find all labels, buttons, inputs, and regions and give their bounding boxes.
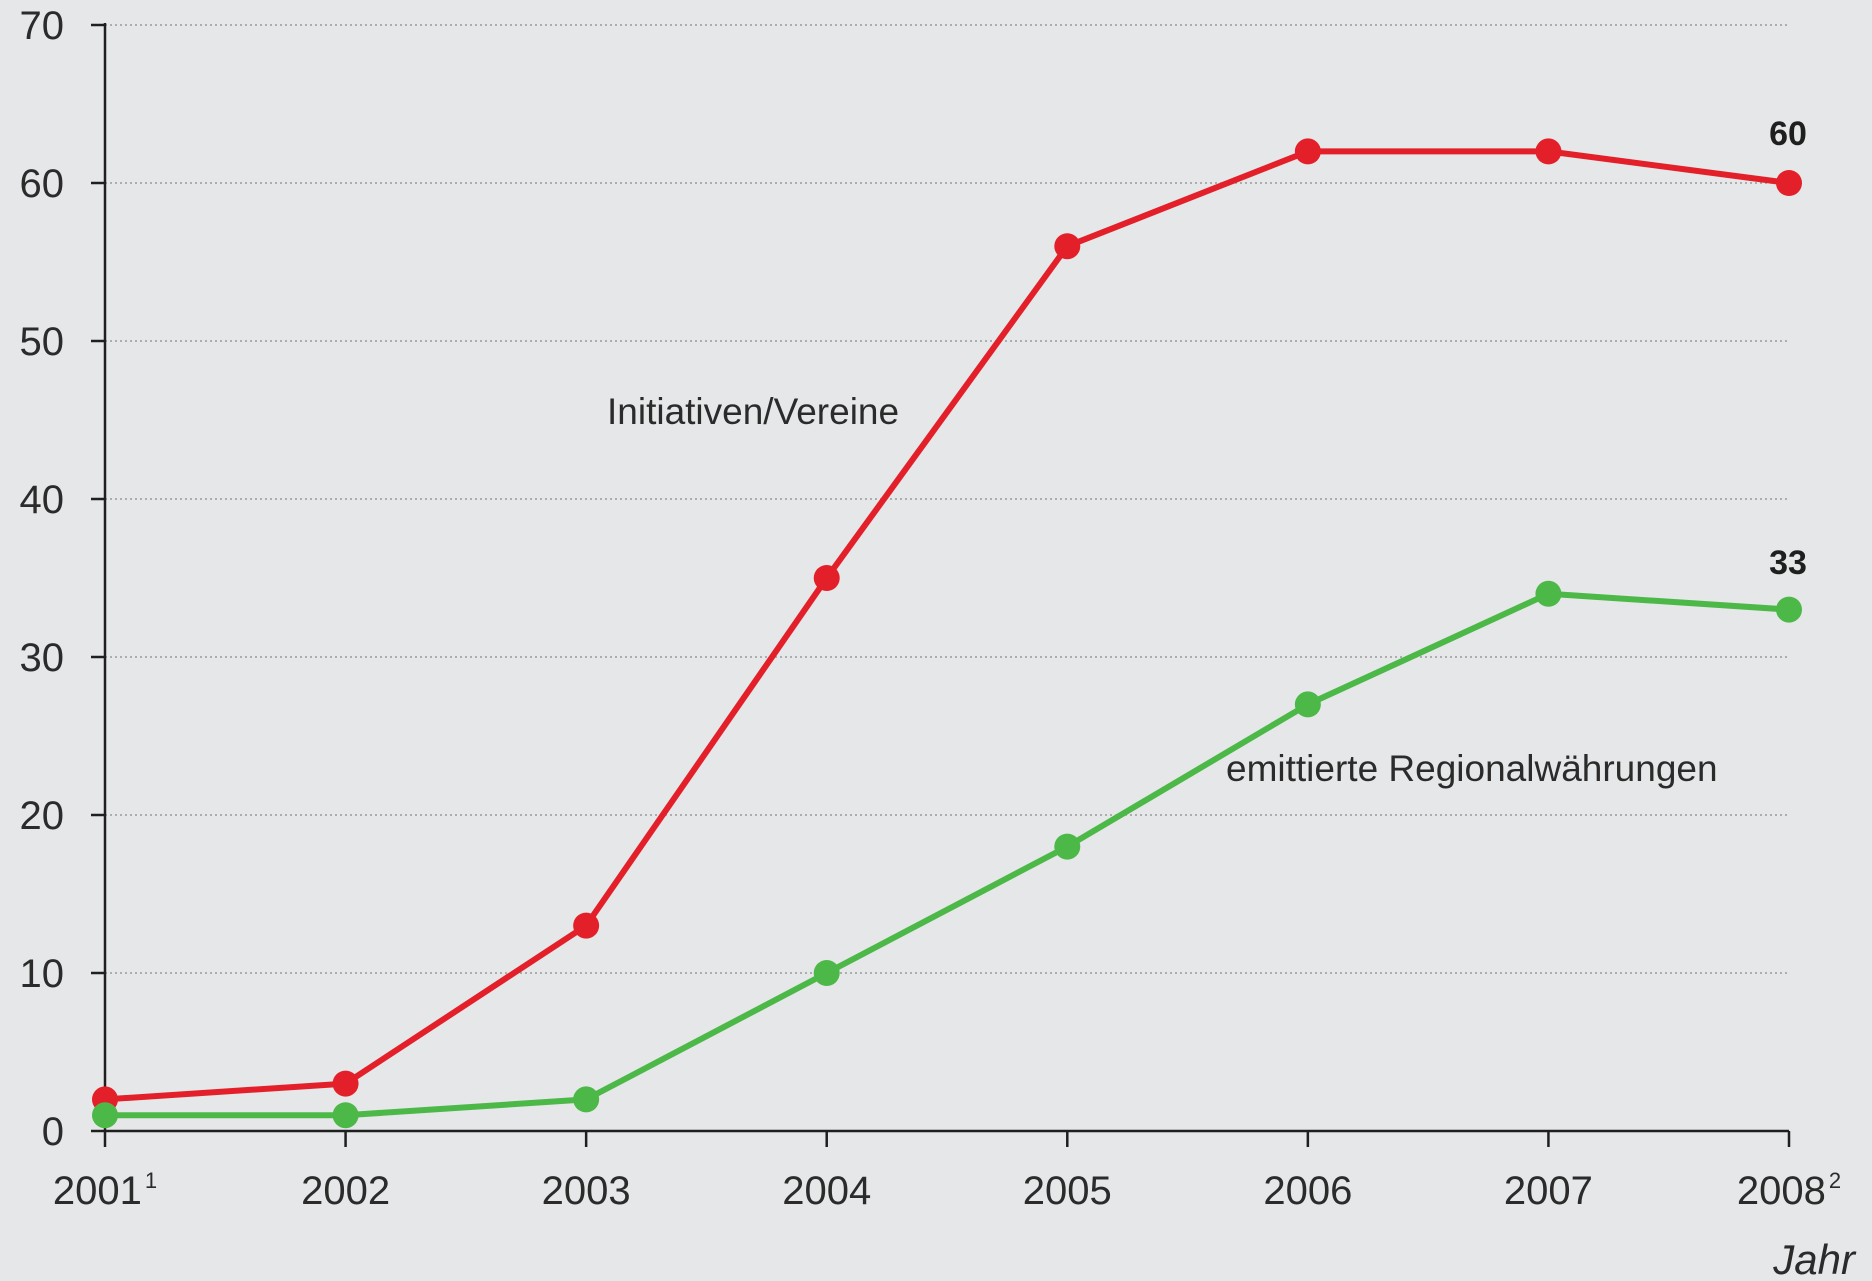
- x-tick-label: 2003: [542, 1169, 631, 1213]
- series-lines: [92, 138, 1802, 1129]
- data-point-series-1: [332, 1102, 359, 1129]
- data-point-series-0: [813, 565, 840, 591]
- data-point-series-0: [332, 1070, 359, 1097]
- data-point-series-0: [1294, 138, 1321, 165]
- x-tick-label: 2001 1: [53, 1168, 157, 1213]
- y-tick-label: 70: [20, 4, 65, 48]
- y-tick-label: 0: [42, 1110, 64, 1154]
- x-tick-label: 2004: [782, 1169, 871, 1213]
- data-point-series-0: [1535, 138, 1562, 165]
- data-point-series-1: [573, 1086, 600, 1113]
- x-tick-label: 2007: [1504, 1169, 1593, 1213]
- data-point-series-0: [1776, 170, 1802, 196]
- data-point-series-1: [1054, 833, 1081, 860]
- y-tick-label: 20: [20, 794, 65, 838]
- data-point-series-1: [813, 960, 840, 986]
- series-line-0: [102, 148, 1792, 1103]
- x-tick-label: 2005: [1023, 1169, 1112, 1213]
- y-tick-label: 50: [20, 320, 65, 364]
- y-tick-label: 10: [20, 952, 65, 996]
- data-point-series-1: [1294, 691, 1321, 718]
- grid-lines: [105, 24, 1789, 974]
- y-tick-label: 60: [20, 162, 65, 206]
- labels: Initiativen/Vereine emittierte Regionalw…: [607, 115, 1857, 1281]
- y-tick-label: 30: [20, 636, 65, 680]
- x-tick-label: 2008 2: [1737, 1168, 1841, 1213]
- series-label-regionalwaehrungen: emittierte Regionalwährungen: [1226, 748, 1718, 789]
- x-axis-label: Jahr: [1772, 1236, 1857, 1281]
- data-point-series-1: [1776, 596, 1802, 623]
- x-tick-label: 2002: [301, 1169, 390, 1213]
- axes: 0 10 20 30 40 50 60 70 2001 1 2002 2003 2004 2005 2006…: [20, 4, 1842, 1213]
- data-point-series-0: [573, 912, 600, 939]
- end-label-initiativen: 60: [1769, 115, 1807, 153]
- series-label-initiativen: Initiativen/Vereine: [607, 391, 899, 432]
- series-line-1: [102, 590, 1792, 1119]
- x-tick-label: 2006: [1263, 1169, 1352, 1213]
- y-tick-label: 40: [20, 478, 65, 522]
- data-point-series-1: [1535, 580, 1562, 607]
- data-point-series-0: [1054, 233, 1081, 260]
- data-point-series-1: [92, 1102, 118, 1129]
- end-label-regionalwaehrungen: 33: [1769, 544, 1807, 582]
